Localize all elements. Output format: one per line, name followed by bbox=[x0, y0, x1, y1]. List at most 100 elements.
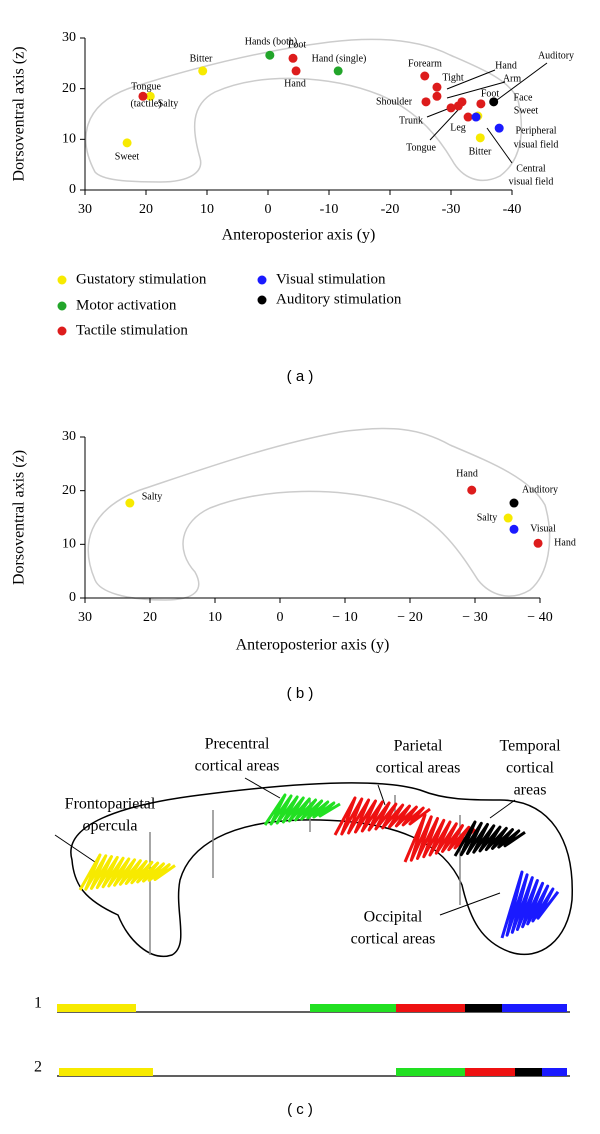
activation-scribble bbox=[453, 820, 526, 857]
data-point bbox=[463, 112, 473, 122]
annotation: Hand (single) bbox=[312, 53, 367, 64]
activation-scribble bbox=[263, 793, 341, 826]
annotation: Leg bbox=[450, 122, 466, 133]
y-tick-label: 20 bbox=[62, 81, 76, 96]
annotation: Bitter bbox=[469, 146, 492, 157]
brain-outline bbox=[70, 782, 573, 958]
data-point bbox=[494, 123, 504, 133]
y-tick-label: 10 bbox=[62, 132, 76, 147]
data-point bbox=[509, 524, 519, 534]
legend-label: Visual stimulation bbox=[276, 271, 386, 287]
legend-label: Gustatory stimulation bbox=[76, 271, 207, 287]
region-label: Precentral bbox=[205, 736, 270, 753]
data-point bbox=[509, 498, 519, 508]
data-point bbox=[476, 99, 486, 109]
x-tick-label: 20 bbox=[139, 202, 153, 217]
legend-marker bbox=[57, 275, 67, 285]
annotation: visual field bbox=[509, 176, 554, 187]
annotation: Hand bbox=[456, 468, 478, 479]
annotation: Hand bbox=[284, 78, 306, 89]
row-label: 1 bbox=[34, 995, 42, 1012]
label-arrows bbox=[54, 777, 516, 916]
y-tick-label: 30 bbox=[62, 30, 76, 45]
annotation: Salty bbox=[477, 512, 498, 523]
x-tick-label: − 30 bbox=[462, 610, 487, 625]
brain-outline bbox=[85, 38, 523, 183]
x-tick-label: -40 bbox=[503, 202, 522, 217]
data-point bbox=[138, 91, 148, 101]
annotation: visual field bbox=[514, 139, 559, 150]
annotation: Tongue bbox=[406, 142, 436, 153]
legend-label: Motor activation bbox=[76, 297, 177, 313]
y-tick-label: 0 bbox=[69, 182, 76, 197]
x-tick-label: − 40 bbox=[527, 610, 552, 625]
legend-label: Auditory stimulation bbox=[276, 291, 402, 307]
annotation: Hands (both) bbox=[245, 36, 298, 47]
annotation: (tactile) bbox=[130, 98, 161, 109]
annotation: Auditory bbox=[522, 484, 558, 495]
region-label: cortical areas bbox=[351, 931, 436, 948]
annotation: Hand bbox=[495, 60, 517, 71]
annotation: Tight bbox=[442, 72, 464, 83]
data-point bbox=[198, 66, 208, 76]
panel-label: ( a ) bbox=[287, 368, 314, 385]
annotation: Face bbox=[514, 92, 533, 103]
annotation: Trunk bbox=[399, 115, 423, 126]
activation-scribble bbox=[403, 813, 477, 863]
annotation: Salty bbox=[142, 491, 163, 502]
y-tick-label: 20 bbox=[62, 483, 76, 498]
x-tick-label: 10 bbox=[200, 202, 214, 217]
annotation: Arm bbox=[503, 73, 522, 84]
x-tick-label: 10 bbox=[208, 610, 222, 625]
data-point bbox=[291, 66, 301, 76]
region-label: cortical bbox=[506, 760, 555, 777]
data-point bbox=[421, 97, 431, 107]
annotation-arrows bbox=[426, 62, 548, 164]
row-bars bbox=[57, 1004, 567, 1076]
annotation: Foot bbox=[481, 88, 500, 99]
y-tick-label: 0 bbox=[69, 590, 76, 605]
region-label: Frontoparietal bbox=[65, 796, 156, 813]
data-point bbox=[467, 485, 477, 495]
data-point bbox=[475, 133, 485, 143]
data-point bbox=[503, 513, 513, 523]
x-tick-label: 30 bbox=[78, 610, 92, 625]
x-axis-title: Anteroposterior axis (y) bbox=[222, 227, 376, 244]
region-label: Occipital bbox=[364, 909, 423, 926]
annotation: Tongue bbox=[131, 81, 161, 92]
annotation: Shoulder bbox=[376, 96, 413, 107]
data-point bbox=[432, 82, 442, 92]
region-label: opercula bbox=[82, 818, 137, 835]
y-tick-label: 10 bbox=[62, 537, 76, 552]
data-point bbox=[420, 71, 430, 81]
annotation: Sweet bbox=[514, 105, 539, 116]
x-tick-label: 20 bbox=[143, 610, 157, 625]
data-point bbox=[288, 53, 298, 63]
region-label: cortical areas bbox=[195, 758, 280, 775]
annotation: Sweet bbox=[115, 151, 140, 162]
data-point bbox=[489, 97, 499, 107]
x-tick-label: 0 bbox=[277, 610, 284, 625]
region-label: Temporal bbox=[499, 738, 561, 755]
annotation: Visual bbox=[530, 523, 556, 534]
x-axis-title: Anteroposterior axis (y) bbox=[236, 637, 390, 654]
x-tick-label: − 20 bbox=[397, 610, 422, 625]
legend-marker bbox=[257, 275, 267, 285]
legend-marker bbox=[57, 301, 67, 311]
activation-scribble bbox=[78, 853, 176, 891]
data-point bbox=[471, 112, 481, 122]
annotation: Central bbox=[516, 163, 546, 174]
row-label: 2 bbox=[34, 1059, 42, 1076]
panel-label: ( b ) bbox=[287, 685, 314, 702]
data-point bbox=[122, 138, 132, 148]
y-axis-title: Dorsoventral axis (z) bbox=[11, 46, 28, 181]
data-point bbox=[533, 538, 543, 548]
x-tick-label: 30 bbox=[78, 202, 92, 217]
activation-scribble bbox=[333, 796, 431, 836]
data-point bbox=[432, 91, 442, 101]
x-tick-label: -10 bbox=[320, 202, 339, 217]
y-tick-label: 30 bbox=[62, 429, 76, 444]
data-point bbox=[265, 50, 275, 60]
annotation: Forearm bbox=[408, 58, 442, 69]
